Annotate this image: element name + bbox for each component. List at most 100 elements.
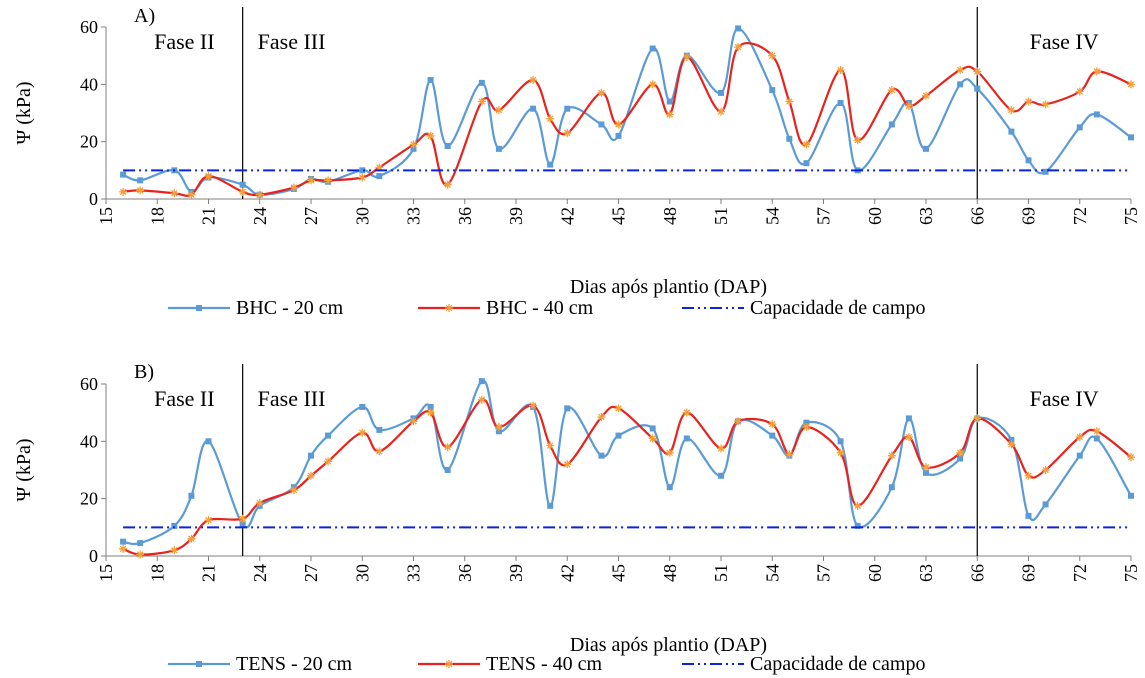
data-point [308,452,314,459]
data-point [409,140,418,149]
data-point [529,401,538,410]
y-tick-label: 20 [80,132,98,152]
axes: 0 20 40 60 15 18 21 24 27 30 33 36 39 42 45 48 51 54 57 60 6… [80,17,1141,225]
x-tick-label: 48 [660,207,680,225]
data-point [717,107,725,116]
data-point [289,486,298,495]
data-point [119,187,128,196]
data-point [564,105,571,112]
x-tick-label: 42 [557,207,577,225]
data-point [478,79,485,86]
x-tick-label: 21 [199,207,219,225]
y-tick-label: 40 [80,431,98,451]
data-point [734,417,743,426]
data-point [922,463,930,472]
x-tick-label: 48 [660,564,680,582]
data-point [120,538,127,545]
legend-marker [196,305,202,311]
x-tick-label: 42 [557,564,577,582]
data-point [853,136,862,145]
data-point [1092,67,1101,76]
x-tick-label: 75 [1121,207,1141,225]
x-tick-label: 21 [199,564,219,582]
legend-label-capacidade-de-campo-b: Capacidade de campo [750,653,925,675]
data-point [615,132,622,139]
data-point [1075,87,1084,96]
x-tick-label: 33 [404,207,424,225]
phase-label-fase-iv-b: Fase IV [1030,386,1099,411]
data-point [666,484,673,491]
data-point [923,469,929,476]
data-point [359,403,366,410]
legend-marker [196,661,202,667]
data-point [358,428,367,437]
data-point [171,522,178,529]
data-point [564,405,571,412]
x-axis-label-a: Dias após plantio (DAP) [570,276,767,298]
legend-item-tens-40cm: TENS - 40 cm [418,653,603,675]
data-point [375,447,384,456]
phase-label-fase-ii-a: Fase II [154,29,214,54]
phase-label-fase-iv-a: Fase IV [1030,29,1099,54]
data-point [973,414,982,423]
data-point [187,534,196,543]
data-point [289,183,298,192]
data-point [735,25,742,32]
x-tick-label: 33 [404,564,424,582]
data-point [1128,492,1134,499]
data-point [769,432,776,439]
data-point [768,420,777,429]
data-point [307,471,315,480]
y-tick-label: 40 [80,74,98,94]
data-point [239,521,246,528]
data-point [666,98,673,105]
data-point [120,171,127,178]
data-point [683,435,690,442]
data-point [973,67,982,76]
x-tick-label: 15 [96,564,116,582]
data-point [786,135,793,142]
data-point [648,80,657,89]
data-point [1128,134,1134,141]
data-point [682,53,691,62]
legend-item-bhc-20cm: BHC - 20 cm [168,297,344,319]
data-point [923,145,929,152]
axes: 0 20 40 60 15 18 21 24 27 30 33 36 39 42 45 48 51 54 57 60 6… [80,374,1141,582]
data-point [1093,111,1100,118]
data-point [324,176,333,185]
x-tick-label: 27 [301,564,321,582]
data-point [718,89,724,96]
data-point [238,187,247,196]
data-point [375,163,384,172]
data-point [615,432,622,439]
data-point [1127,80,1135,89]
data-point [887,86,896,95]
data-point [255,190,264,199]
data-point [904,433,913,442]
x-axis-label-b: Dias após plantio (DAP) [570,634,767,656]
data-point [803,419,810,426]
x-tick-label: 69 [1019,207,1039,225]
legend-marker [445,304,453,312]
x-tick-label: 39 [506,207,526,225]
data-point [410,145,417,152]
data-point [649,45,656,52]
data-point [529,76,538,85]
data-point [376,426,383,433]
data-point [905,415,912,422]
y-tick-label: 0 [89,546,98,566]
data-point [136,550,145,559]
data-point [1076,452,1083,459]
data-point [887,451,896,460]
legend-label-tens-40cm: TENS - 40 cm [486,653,603,675]
data-point [443,443,452,452]
phase-label-fase-ii-b: Fase II [154,386,214,411]
legend-item-capacidade-de-campo-a: Capacidade de campo [682,297,925,319]
x-tick-label: 51 [711,207,731,225]
legend-label-bhc-20cm: BHC - 20 cm [236,297,344,319]
data-point [495,145,502,152]
data-point [546,114,555,123]
data-point [1025,157,1032,164]
data-point [665,448,674,457]
data-point [1024,471,1033,480]
